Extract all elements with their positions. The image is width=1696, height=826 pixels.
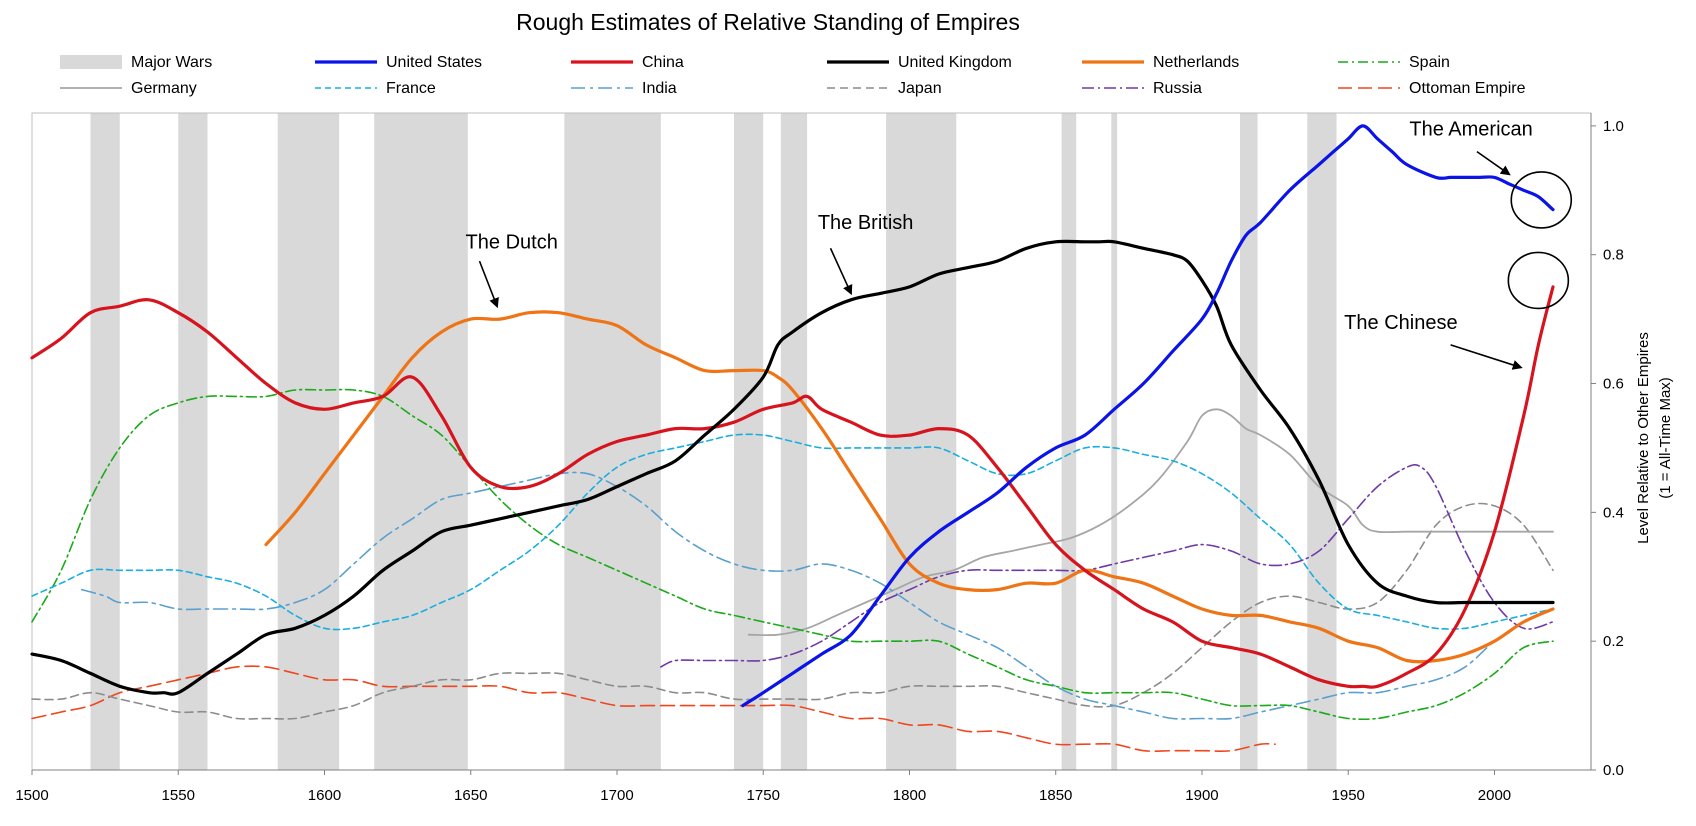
legend-swatch-major-wars	[60, 55, 122, 69]
war-band-11	[1307, 113, 1337, 770]
legend-item-netherlands: Netherlands	[1082, 54, 1239, 71]
war-band-0	[90, 113, 120, 770]
y-tick-label-4: 0.8	[1603, 247, 1624, 264]
legend-label-china: China	[642, 54, 684, 71]
legend-label-major-wars: Major Wars	[131, 54, 212, 71]
legend-item-united-kingdom: United Kingdom	[827, 54, 1012, 71]
annotation-label-the-american: The American	[1409, 119, 1532, 141]
annotation-arrow-the-british	[829, 247, 853, 296]
war-band-2	[277, 113, 340, 770]
annotation-label-the-dutch: The Dutch	[466, 231, 558, 253]
chart-title: Rough Estimates of Relative Standing of …	[516, 9, 1020, 35]
annotation-the-chinese: The Chinese	[1344, 312, 1523, 370]
x-tick-label-1650: 1650	[454, 787, 487, 804]
annotation-label-the-british: The British	[818, 212, 914, 234]
major-wars-bands	[90, 113, 1337, 770]
legend-label-japan: Japan	[898, 80, 942, 97]
series-lines	[30, 124, 1555, 752]
annotation-the-british: The British	[818, 212, 914, 296]
legend-label-spain: Spain	[1409, 54, 1450, 71]
series-line-united-kingdom	[30, 239, 1555, 696]
legend-item-france: France	[315, 80, 436, 97]
annotation-arrow-the-chinese	[1450, 344, 1523, 370]
x-tick-label-1750: 1750	[747, 787, 780, 804]
annotation-the-dutch: The Dutch	[466, 231, 558, 309]
x-tick-label-1950: 1950	[1332, 787, 1365, 804]
legend-label-france: France	[386, 80, 436, 97]
war-band-10	[1240, 113, 1258, 770]
legend-item-united-states: United States	[315, 54, 482, 71]
war-band-7	[886, 113, 957, 770]
y-tick-label-2: 0.4	[1603, 504, 1624, 521]
highlight-circle-1	[1507, 251, 1570, 310]
series-line-united-states	[741, 124, 1555, 708]
y-tick-label-3: 0.6	[1603, 376, 1624, 393]
legend-label-germany: Germany	[131, 80, 197, 97]
legend-label-united-kingdom: United Kingdom	[898, 54, 1012, 71]
legend-item-russia: Russia	[1082, 80, 1202, 97]
series-line-netherlands	[264, 310, 1555, 664]
legend-item-india: India	[571, 80, 677, 97]
series-line-russia	[660, 464, 1554, 668]
series-line-germany	[747, 408, 1554, 637]
annotation-the-american: The American	[1409, 119, 1533, 176]
annotation-label-the-chinese: The Chinese	[1344, 312, 1457, 334]
x-tick-label-1800: 1800	[893, 787, 926, 804]
legend-label-ottoman-empire: Ottoman Empire	[1409, 80, 1526, 97]
x-tick-label-1600: 1600	[308, 787, 341, 804]
y-tick-label-5: 1.0	[1603, 118, 1624, 135]
legend-item-japan: Japan	[827, 80, 942, 97]
war-band-9	[1111, 113, 1118, 770]
y-tick-label-0: 0.0	[1603, 762, 1624, 779]
legend-label-russia: Russia	[1153, 80, 1202, 97]
series-line-japan	[31, 502, 1554, 720]
annotation-arrow-the-american	[1476, 150, 1511, 176]
series-line-france	[31, 433, 1554, 631]
legend-label-india: India	[642, 80, 677, 97]
war-band-6	[780, 113, 808, 770]
y-axis-label-line2: (1 = All-Time Max)	[1657, 377, 1674, 499]
annotation-arrow-the-dutch	[478, 260, 499, 309]
x-tick-label-1900: 1900	[1185, 787, 1218, 804]
x-tick-label-1500: 1500	[15, 787, 48, 804]
legend-label-netherlands: Netherlands	[1153, 54, 1239, 71]
highlight-circle-0	[1510, 171, 1573, 229]
war-band-5	[733, 113, 764, 770]
series-line-india	[80, 471, 1554, 720]
series-line-ottoman-empire	[31, 665, 1276, 752]
legend: Major Wars United States China United Kingd…	[60, 54, 1526, 97]
legend-label-united-states: United States	[386, 54, 482, 71]
y-axis-label: Level Relative to Other Empires (1 = All…	[1635, 332, 1674, 544]
legend-item-spain: Spain	[1338, 54, 1450, 71]
axes: 1500 1550 1600 1650 1700 1750 1800 1850 1900 1950…	[15, 112, 1624, 804]
legend-item-major-wars: Major Wars	[60, 54, 212, 71]
plot-border	[31, 112, 1592, 771]
x-tick-label-1850: 1850	[1039, 787, 1072, 804]
legend-item-china: China	[571, 54, 684, 71]
y-axis-label-line1: Level Relative to Other Empires	[1635, 332, 1652, 544]
legend-item-germany: Germany	[60, 80, 197, 97]
x-tick-label-1700: 1700	[600, 787, 633, 804]
x-tick-label-2000: 2000	[1478, 787, 1511, 804]
war-band-1	[178, 113, 208, 770]
war-band-3	[374, 113, 468, 770]
series-line-china	[30, 285, 1555, 689]
y-tick-label-1: 0.2	[1603, 633, 1624, 650]
legend-item-ottoman-empire: Ottoman Empire	[1338, 80, 1526, 97]
annotations: The Dutch The British The American The Chin…	[466, 119, 1573, 370]
x-tick-label-1550: 1550	[162, 787, 195, 804]
